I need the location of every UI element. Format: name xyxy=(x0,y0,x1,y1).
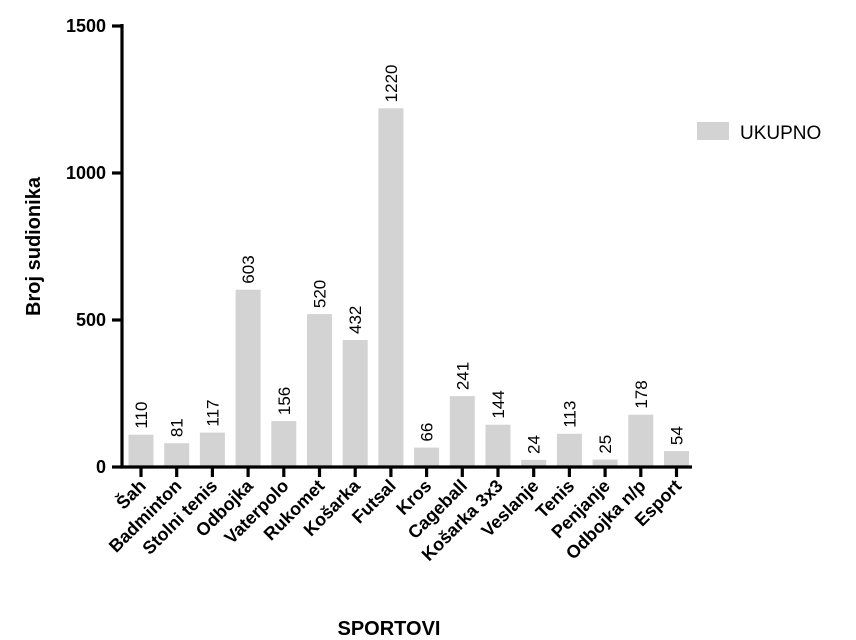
data-label-2: 81 xyxy=(168,418,187,437)
data-label-10: 241 xyxy=(453,362,472,390)
data-label-8: 1220 xyxy=(382,64,401,102)
data-label-9: 66 xyxy=(418,423,437,442)
bar-10 xyxy=(449,396,475,467)
data-label-5: 156 xyxy=(275,387,294,415)
bar-14 xyxy=(592,459,618,467)
legend-label: UKUPNO xyxy=(740,123,821,144)
data-label-4: 603 xyxy=(239,255,258,283)
bar-5 xyxy=(271,421,297,467)
y-axis-title: Broj sudionika xyxy=(23,176,45,316)
bar-9 xyxy=(414,447,440,467)
legend-swatch xyxy=(697,122,729,140)
data-label-13: 113 xyxy=(560,401,579,428)
y-axis: 0 500 1000 1500 xyxy=(66,16,124,477)
data-label-12: 24 xyxy=(525,435,544,454)
x-axis-title: SPORTOVI xyxy=(338,618,441,640)
data-labels-group: 110 81 117 603 156 520 432 1220 66 241 144 24 113 25 1… xyxy=(132,64,687,453)
bar-4 xyxy=(235,289,261,467)
data-label-6: 520 xyxy=(311,280,330,308)
bar-8 xyxy=(378,108,404,468)
bar-2 xyxy=(164,443,190,467)
data-label-11: 144 xyxy=(489,390,508,418)
bar-7 xyxy=(342,340,368,467)
bar-1 xyxy=(128,434,154,467)
data-label-14: 25 xyxy=(596,435,615,454)
y-tick-label-1: 0 xyxy=(96,457,106,477)
y-tick-label-4: 1500 xyxy=(66,16,106,36)
bar-6 xyxy=(307,314,332,467)
y-tick-label-3: 1000 xyxy=(66,163,106,183)
data-label-16: 54 xyxy=(668,426,687,445)
bar-12 xyxy=(521,459,547,467)
bar-11 xyxy=(485,424,511,467)
legend: UKUPNO xyxy=(697,122,821,144)
y-tick-label-2: 500 xyxy=(76,310,106,330)
data-label-3: 117 xyxy=(203,399,222,426)
bar-13 xyxy=(556,433,582,467)
bar-3 xyxy=(199,432,225,467)
bars-group xyxy=(128,108,689,468)
data-label-15: 178 xyxy=(632,380,651,408)
data-label-7: 432 xyxy=(346,306,365,334)
bar-15 xyxy=(628,414,654,467)
bar-16 xyxy=(664,451,689,467)
data-label-1: 110 xyxy=(132,402,151,429)
